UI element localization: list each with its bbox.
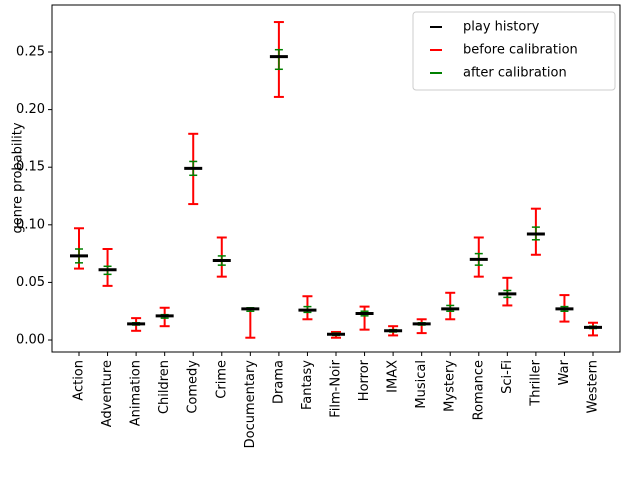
x-tick-label: Sci-Fi xyxy=(500,360,515,394)
y-tick-label: 0.05 xyxy=(16,275,45,290)
y-axis-label: genre probability xyxy=(11,122,26,233)
x-tick-label: Children xyxy=(157,360,172,414)
legend-label: after calibration xyxy=(463,66,567,81)
x-tick-label: Horror xyxy=(357,359,372,401)
y-tick-label: 0.10 xyxy=(16,217,45,232)
x-tick-label: Documentary xyxy=(243,360,258,449)
x-tick-label: Musical xyxy=(414,360,429,409)
x-tick-label: Romance xyxy=(471,360,486,420)
error-bar xyxy=(245,307,256,339)
x-tick-label: Mystery xyxy=(443,360,458,412)
error-bar xyxy=(359,305,370,331)
legend-box xyxy=(412,11,616,91)
x-tick-label: Fantasy xyxy=(300,360,315,410)
x-tick-label: Action xyxy=(72,360,87,401)
y-tick-label: 0.15 xyxy=(16,160,45,175)
legend-label: before calibration xyxy=(463,43,578,58)
x-tick-label: Thriller xyxy=(528,359,543,406)
x-tick-label: Drama xyxy=(271,360,286,404)
x-tick-label: Animation xyxy=(129,360,144,426)
x-tick-label: Adventure xyxy=(100,360,115,427)
y-tick-label: 0.20 xyxy=(16,102,45,117)
x-tick-label: Comedy xyxy=(186,360,201,414)
y-tick-label: 0.25 xyxy=(16,45,45,60)
x-tick-label: IMAX xyxy=(386,360,401,393)
y-tick-label: 0.00 xyxy=(16,333,45,348)
x-tick-label: Crime xyxy=(214,360,229,399)
plot-frame xyxy=(51,4,621,353)
error-bar xyxy=(416,318,427,335)
error-bar xyxy=(274,48,283,71)
x-tick-label: Film-Noir xyxy=(329,359,344,417)
legend-label: play history xyxy=(463,20,540,35)
x-tick-label: War xyxy=(557,359,572,385)
x-tick-label: Western xyxy=(586,360,601,413)
